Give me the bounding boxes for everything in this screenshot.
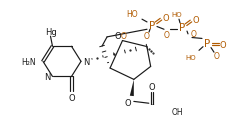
Text: O: O xyxy=(193,16,199,24)
Text: O: O xyxy=(144,32,150,41)
Text: H₂N: H₂N xyxy=(22,57,36,66)
Text: O: O xyxy=(121,32,127,41)
Text: O: O xyxy=(214,52,220,61)
Text: O: O xyxy=(114,31,121,40)
Text: HO: HO xyxy=(186,54,196,60)
Text: O: O xyxy=(164,31,170,40)
Text: N: N xyxy=(83,57,89,66)
Polygon shape xyxy=(130,80,134,96)
Text: N: N xyxy=(44,72,51,81)
Text: P: P xyxy=(179,22,185,32)
Text: O: O xyxy=(220,41,226,50)
Text: O: O xyxy=(191,30,197,39)
Text: Hg: Hg xyxy=(45,28,56,37)
Text: O: O xyxy=(163,14,169,23)
Text: HO: HO xyxy=(172,12,182,17)
Text: P: P xyxy=(149,20,155,30)
Text: O: O xyxy=(124,98,131,107)
Text: O: O xyxy=(68,93,75,102)
Text: P: P xyxy=(204,39,210,49)
Text: O: O xyxy=(149,82,155,91)
Text: OH: OH xyxy=(172,107,184,115)
Text: HO: HO xyxy=(126,10,138,19)
